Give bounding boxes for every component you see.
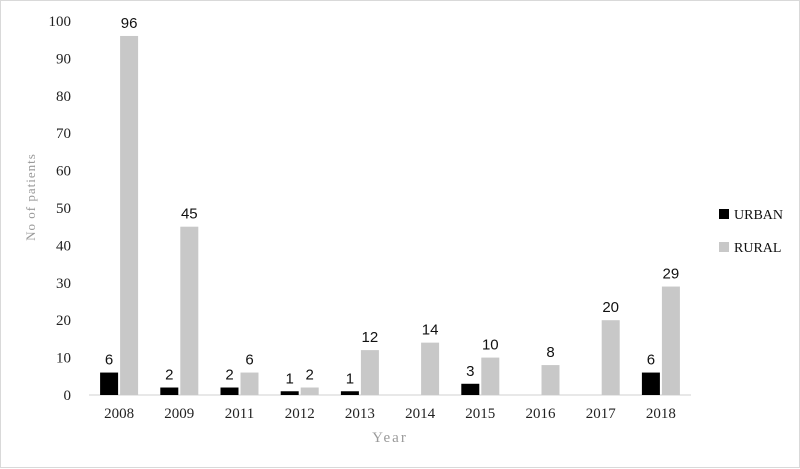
y-tick-label: 100: [49, 14, 72, 30]
x-tick-label: 2011: [225, 406, 254, 422]
y-tick-label: 50: [56, 201, 71, 217]
bar-urban: [220, 387, 239, 395]
data-label-rural: 8: [546, 344, 554, 361]
x-tick-label: 2014: [405, 406, 436, 422]
x-axis-ticks: 2008 2009 2011 2012 2013 2014 2015 2016 2017 2018: [104, 406, 676, 422]
y-tick-label: 20: [56, 313, 71, 329]
data-label-rural: 96: [121, 15, 138, 32]
x-tick-label: 2012: [285, 406, 315, 422]
x-tick-label: 2013: [345, 406, 375, 422]
bar-urban: [280, 391, 299, 395]
data-label-rural: 2: [306, 367, 314, 384]
legend-label-urban: URBAN: [734, 208, 783, 223]
data-label-urban: 6: [647, 352, 655, 369]
data-label-rural: 12: [362, 329, 379, 346]
x-tick-label: 2009: [164, 406, 194, 422]
y-axis-ticks: 0 10 20 30 40 50 60 70 80 90 100: [49, 14, 72, 404]
x-tick-label: 2008: [104, 406, 134, 422]
data-label-urban: 1: [286, 370, 294, 387]
bar-urban: [641, 372, 660, 395]
legend: URBAN RURAL: [719, 208, 783, 256]
data-label-rural: 14: [422, 322, 439, 339]
y-axis-title: No of patients: [23, 153, 38, 241]
data-label-urban: 6: [105, 352, 113, 369]
bar-rural: [541, 365, 560, 395]
data-label-urban: 2: [225, 367, 233, 384]
data-label-rural: 6: [245, 352, 253, 369]
y-tick-label: 70: [56, 126, 71, 142]
y-tick-label: 30: [56, 276, 71, 292]
bar-rural: [421, 342, 440, 395]
legend-swatch-rural: [719, 242, 729, 252]
bar-rural: [360, 350, 379, 395]
bar-rural: [481, 357, 500, 395]
bar-urban: [160, 387, 179, 395]
bar-urban: [461, 383, 480, 395]
data-label-urban: 2: [165, 367, 173, 384]
bar-rural: [240, 372, 259, 395]
legend-swatch-urban: [719, 209, 729, 219]
x-tick-label: 2015: [465, 406, 495, 422]
data-label-rural: 29: [663, 266, 680, 283]
bar-rural: [180, 226, 199, 395]
y-tick-label: 0: [64, 388, 72, 404]
bar-urban: [340, 391, 359, 395]
bar-rural: [661, 286, 680, 395]
legend-label-rural: RURAL: [734, 241, 781, 256]
bars-layer: [100, 35, 680, 396]
bar-rural: [601, 320, 620, 395]
y-tick-label: 90: [56, 51, 71, 67]
x-axis-title: Year: [372, 430, 408, 446]
x-tick-label: 2017: [586, 406, 617, 422]
bar-urban: [100, 372, 119, 395]
data-label-urban: 1: [346, 370, 354, 387]
data-label-urban: 3: [466, 363, 474, 380]
x-tick-label: 2018: [646, 406, 676, 422]
y-tick-label: 10: [56, 351, 71, 367]
y-tick-label: 80: [56, 89, 71, 105]
y-tick-label: 40: [56, 238, 71, 254]
data-label-rural: 20: [602, 299, 619, 316]
bar-rural: [300, 387, 319, 395]
data-label-rural: 45: [181, 206, 198, 223]
bar-rural: [120, 35, 139, 396]
y-tick-label: 60: [56, 164, 71, 180]
data-label-rural: 10: [482, 337, 499, 354]
x-tick-label: 2016: [526, 406, 557, 422]
